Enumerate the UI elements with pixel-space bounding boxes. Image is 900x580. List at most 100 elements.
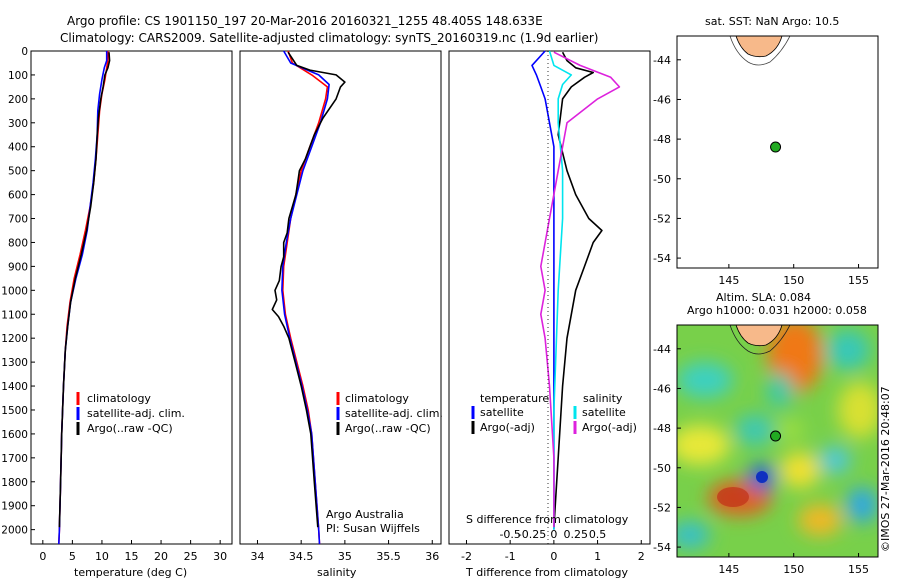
temperature-legend-satellite: satellite-adj. clim. [87,407,185,420]
sla-map-frame [676,324,879,558]
salinity-x-tick-label: 36 [425,550,439,563]
sst-float-marker [770,141,782,153]
difference-x-tick-label: 2 [638,550,645,563]
salinity-difference-ticks: -0.5-0.25 0 0.25 0.5 [499,528,606,541]
temperature-x-tick-label: 0 [39,550,46,563]
sla-float-marker [770,430,782,442]
difference-legend-salinity-title: salinity [583,392,623,405]
temperature-series-line [58,51,109,545]
salinity-series-line [271,51,346,528]
depth-tick-label: 1300 [1,357,28,369]
salinity-legend-satellite: satellite-adj. clim. [345,407,443,420]
difference-legend-salinity-satellite: satellite [582,406,626,419]
sla-map-title-2: Argo h1000: 0.031 h2000: 0.058 [687,304,867,317]
difference-top-tick-label: -0.5 [499,528,520,541]
depth-tick-label: 1200 [1,333,28,345]
depth-tick-label: 500 [8,166,28,178]
difference-x-label: T difference from climatology [465,566,628,579]
sla-map-x-tick-label: 155 [848,563,869,576]
sst-map-title: sat. SST: NaN Argo: 10.5 [705,15,839,28]
depth-tick-label: 900 [8,261,28,273]
depth-tick-label: 300 [8,118,28,130]
depth-tick-label: 1100 [1,309,28,321]
difference-series-line [531,50,555,530]
tasmania-land-shape [735,36,783,58]
sla-map-y-tick-label: -54 [653,541,671,554]
sst-map-y-tick-label: -44 [653,54,671,67]
depth-tick-label: 800 [8,237,28,249]
sst-map-y-tick-label: -50 [653,173,671,186]
sst-map-y-tick-label: -46 [653,93,671,106]
sla-heatmap [677,325,878,557]
sla-map-y-tick-label: -46 [653,382,671,395]
sst-map-x-tick-label: 155 [848,274,869,287]
depth-tick-label: 1700 [1,453,28,465]
difference-top-tick-label: 0 [550,528,557,541]
sla-map-y-tick-label: -48 [653,422,671,435]
difference-x-axis: -2 -1 0 1 2 [461,540,645,563]
depth-tick-label: 1400 [1,381,28,393]
sla-map-x-tick-label: 150 [783,563,804,576]
temperature-x-label: temperature (deg C) [74,566,187,579]
depth-tick-label: 0 [21,46,28,58]
depth-tick-label: 1600 [1,429,28,441]
sst-map-frame [676,35,879,269]
salinity-annotation-line-1: Argo Australia [326,508,404,521]
salinity-x-tick-label: 35 [338,550,352,563]
difference-top-label: S difference from climatology [466,513,629,526]
temperature-x-axis: 0 5 10 15 20 25 30 [39,540,227,563]
sst-map-y-tick-label: -52 [653,212,671,225]
difference-x-tick-label: -1 [505,550,516,563]
sla-map-y-tick-label: -50 [653,462,671,475]
salinity-legend-argo: Argo(..raw -QC) [345,422,431,435]
sla-map-y-tick-label: -52 [653,501,671,514]
depth-tick-label: 700 [8,214,28,226]
depth-axis: 0 100 200 300 400 500 600 700 800 900 1000 1100 1200… [1,46,35,537]
salinity-x-axis: 34 34.5 35 35.5 36 [250,540,439,563]
difference-series-group [531,50,621,530]
salinity-legend: climatology satellite-adj. clim. Argo(..… [336,392,443,435]
difference-legend-salinity-argo: Argo(-adj) [582,421,637,434]
difference-legend-temperature: temperature satellite Argo(-adj) [471,392,549,434]
difference-series-line [539,51,621,528]
salinity-annotation-line-2: PI: Susan Wijffels [326,522,420,535]
sla-map-axes: 145 150 155 -44 -46 -48 -50 -52 -54 [653,343,869,576]
difference-x-tick-label: 1 [594,550,601,563]
depth-tick-label: 1900 [1,501,28,513]
sla-tasmania-land-shape [735,325,783,347]
difference-legend-temperature-satellite: satellite [480,406,524,419]
depth-tick-label: 100 [8,70,28,82]
sst-map-x-tick-label: 150 [783,274,804,287]
sst-map-axes: 145 150 155 -44 -46 -48 -50 -52 -54 [653,54,869,287]
difference-legend-temperature-title: temperature [480,392,549,405]
difference-top-tick-label: 0.5 [589,528,607,541]
difference-top-tick-label: 0.25 [563,528,588,541]
temperature-series-group [58,51,111,545]
salinity-series-group [271,50,346,545]
sla-map-title-1: Altim. SLA: 0.084 [716,291,811,304]
depth-tick-label: 1000 [1,285,28,297]
difference-legend-salinity: salinity satellite Argo(-adj) [573,392,637,434]
difference-series-line [553,51,603,528]
sla-map-y-tick-label: -44 [653,343,671,356]
difference-x-tick-label: -2 [461,550,472,563]
sst-map-y-tick-label: -54 [653,252,671,265]
sst-map-land [729,36,791,66]
salinity-series-line [281,50,330,545]
header-line-2: Climatology: CARS2009. Satellite-adjuste… [60,31,598,45]
depth-tick-label: 200 [8,94,28,106]
sst-map-x-tick-label: 145 [718,274,739,287]
temperature-x-tick-label: 15 [125,550,139,563]
difference-x-tick-label: 0 [550,550,557,563]
temperature-legend-climatology: climatology [87,392,151,405]
temperature-series-line [58,51,108,545]
depth-tick-label: 400 [8,142,28,154]
temperature-legend: climatology satellite-adj. clim. Argo(..… [76,392,185,435]
sst-map-y-tick-label: -48 [653,133,671,146]
difference-series-line [548,50,573,530]
salinity-x-tick-label: 34 [250,550,264,563]
temperature-legend-argo: Argo(..raw -QC) [87,422,173,435]
temperature-series-line [58,52,111,528]
temperature-x-tick-label: 20 [154,550,168,563]
